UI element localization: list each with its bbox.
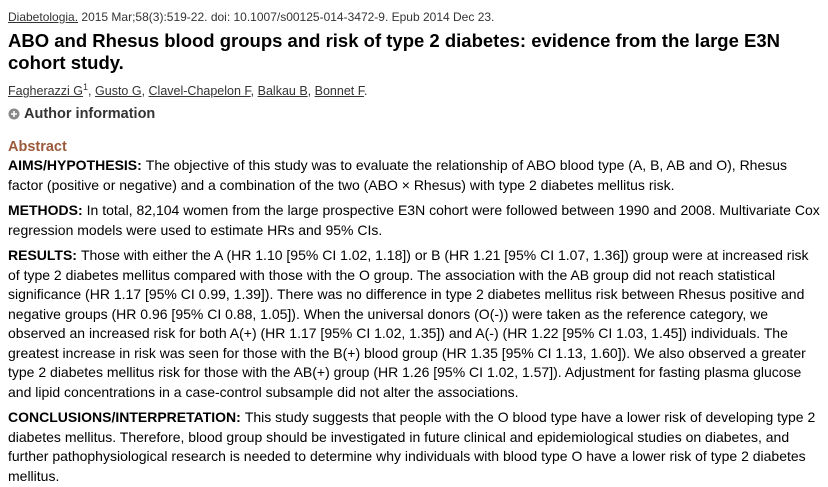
author-link[interactable]: Bonnet F [314,84,364,99]
affiliation-number: 1 [83,82,89,92]
title: ABO and Rhesus blood groups and risk of … [8,30,781,73]
author-link[interactable]: Fagherazzi G [8,84,84,99]
author-separator: , [250,84,255,99]
abstract-heading: Abstract [8,139,67,156]
section-text: This study suggests that people with the… [8,409,816,484]
author-separator: , [88,84,92,99]
abstract-section: METHODS: In total, 82,104 women from the … [8,201,820,240]
abstract-body: AIMS/HYPOTHESIS: The objective of this st… [8,156,820,486]
section-text: Those with either the A (HR 1.10 [95% CI… [8,247,809,400]
author-link[interactable]: Balkau B [257,84,308,99]
author-information-label[interactable]: Author information [24,106,156,123]
abstract-section: CONCLUSIONS/INTERPRETATION: This study su… [8,408,820,486]
author-list-end: . [363,84,368,99]
journal-link[interactable]: Diabetologia. [8,10,79,24]
section-label: METHODS: [8,202,83,219]
author-link[interactable]: Clavel-Chapelon F [148,84,251,99]
author-link[interactable]: Gusto G [95,84,142,99]
section-label: RESULTS: [8,247,77,264]
citation: Diabetologia. 2015 Mar;58(3):519-22. doi… [8,10,820,24]
section-label: AIMS/HYPOTHESIS: [8,157,142,174]
expand-icon[interactable] [8,108,20,120]
citation-details: 2015 Mar;58(3):519-22. doi: 10.1007/s001… [81,10,495,24]
abstract-section: AIMS/HYPOTHESIS: The objective of this st… [8,156,820,195]
abstract-section: RESULTS: Those with either the A (HR 1.10… [8,246,820,402]
author-separator: , [307,84,312,99]
section-label: CONCLUSIONS/INTERPRETATION: [8,409,241,426]
author-information[interactable]: Author information [8,106,820,122]
section-text: The objective of this study was to evalu… [8,157,788,193]
authors: Fagherazzi G1, Gusto G, Clavel-Chapelon … [8,82,820,98]
author-separator: , [141,84,146,99]
section-text: In total, 82,104 women from the large pr… [8,202,820,238]
